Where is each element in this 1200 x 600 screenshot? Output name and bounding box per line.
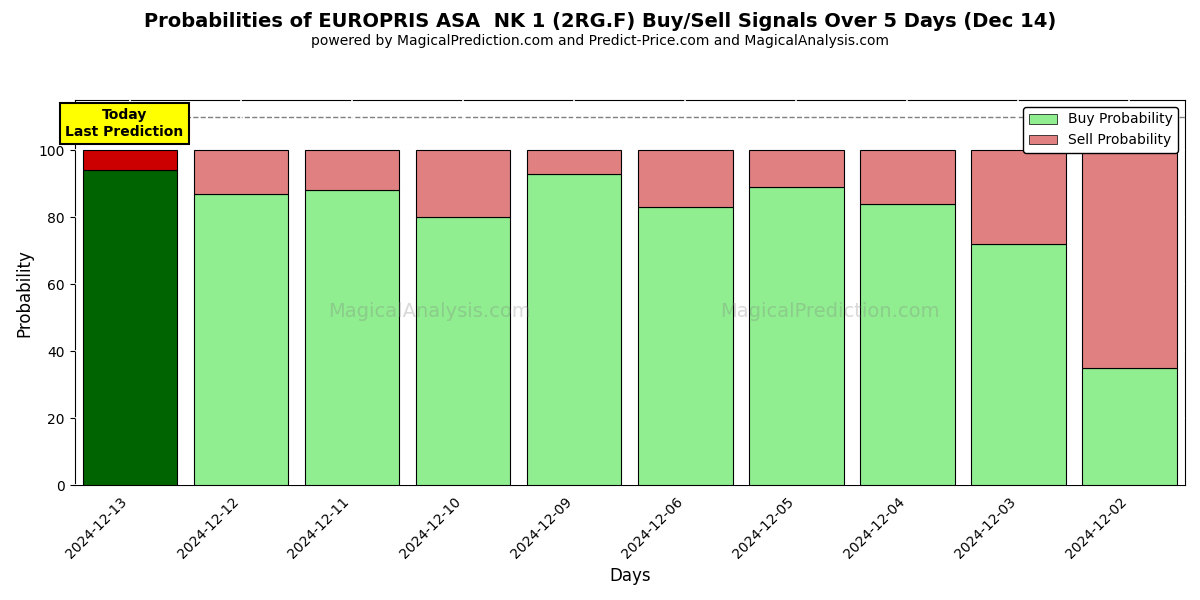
Bar [194,150,288,194]
Text: Today
Last Prediction: Today Last Prediction [66,109,184,139]
X-axis label: Days: Days [610,567,650,585]
Bar [749,187,844,485]
Bar [305,150,400,190]
Bar [971,150,1066,244]
Bar [860,150,955,204]
Bar [527,150,622,173]
Bar [416,217,510,485]
Bar [1082,368,1177,485]
Bar [83,150,178,170]
Y-axis label: Probability: Probability [16,248,34,337]
Text: powered by MagicalPrediction.com and Predict-Price.com and MagicalAnalysis.com: powered by MagicalPrediction.com and Pre… [311,34,889,48]
Bar [416,150,510,217]
Bar [860,204,955,485]
Bar [638,150,732,207]
Bar [1082,150,1177,368]
Bar [305,190,400,485]
Text: MagicalPrediction.com: MagicalPrediction.com [720,302,940,322]
Text: MagicalAnalysis.com: MagicalAnalysis.com [329,302,532,322]
Bar [527,173,622,485]
Bar [749,150,844,187]
Bar [194,194,288,485]
Bar [83,170,178,485]
Bar [971,244,1066,485]
Bar [638,207,732,485]
Text: Probabilities of EUROPRIS ASA  NK 1 (2RG.F) Buy/Sell Signals Over 5 Days (Dec 14: Probabilities of EUROPRIS ASA NK 1 (2RG.… [144,12,1056,31]
Legend: Buy Probability, Sell Probability: Buy Probability, Sell Probability [1024,107,1178,153]
